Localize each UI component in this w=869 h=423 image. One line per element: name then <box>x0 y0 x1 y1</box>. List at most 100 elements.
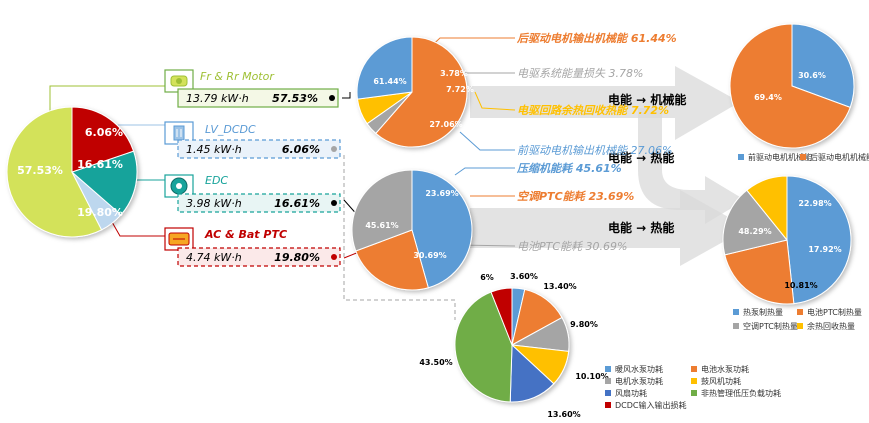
connector-motor-front <box>459 131 515 151</box>
component-dot-0 <box>329 95 335 101</box>
component-title-1: LV_DCDC <box>205 123 256 136</box>
svg-text:空调PTC制热量: 空调PTC制热量 <box>743 321 798 331</box>
heater-icon <box>164 227 194 251</box>
pie-hvac <box>351 169 473 291</box>
pie-label-lv-4: 13.60% <box>547 410 580 419</box>
annotation-hvac-0: 压缩机能耗 45.61% <box>516 162 622 175</box>
pie-label-mechanical-1: 69.4% <box>754 93 782 102</box>
pie-mechanical <box>729 23 855 149</box>
pie-label-heat-3: 10.81% <box>784 281 817 290</box>
pie-label-lv-0: 3.60% <box>510 272 538 281</box>
legend-item-lv-1: 电池水泵功耗 <box>691 364 749 374</box>
component-box-0 <box>177 88 339 108</box>
arrow-labels: 电能 → 机械能 电能 → 热能 电能 → 热能 <box>608 92 686 235</box>
pie-label-motor-3: 27.06% <box>429 120 462 129</box>
svg-text:热泵制热量: 热泵制热量 <box>743 307 783 317</box>
svg-text:余热回收热量: 余热回收热量 <box>807 321 855 331</box>
component-dot-3 <box>331 254 337 260</box>
flow-arrows <box>470 66 748 266</box>
annotation-motor-1: 电驱系统能量损失 3.78% <box>517 67 643 80</box>
pie-motor <box>356 36 468 148</box>
legend-item-heat-1: 电池PTC制热量 <box>797 307 862 317</box>
slice-mechanical-1 <box>729 23 851 149</box>
svg-text:DCDC输入输出损耗: DCDC输入输出损耗 <box>615 400 687 410</box>
pie-label-total-3: 19.80% <box>77 206 123 219</box>
connector-hvac-compressor <box>454 167 515 176</box>
slice-lv-6 <box>490 287 513 346</box>
component-box-3 <box>177 247 341 267</box>
svg-text:电池PTC制热量: 电池PTC制热量 <box>807 307 862 317</box>
pie-lv <box>454 287 570 403</box>
component-energy-3: 4.74 kW·h <box>186 251 242 264</box>
component-percent-1: 6.06% <box>282 143 320 156</box>
pie-labels-mechanical: 30.6% 69.4% <box>754 71 826 102</box>
svg-text:鼓风机功耗: 鼓风机功耗 <box>701 376 741 386</box>
svg-text:电池水泵功耗: 电池水泵功耗 <box>701 364 749 374</box>
slice-hvac-1 <box>355 229 429 291</box>
pie-label-lv-3: 10.10% <box>575 372 608 381</box>
legend-item-lv-6: DCDC输入输出损耗 <box>605 400 687 410</box>
component-box-2 <box>177 193 341 213</box>
pie-label-lv-2: 9.80% <box>570 320 598 329</box>
slice-total-2 <box>71 150 138 216</box>
component-energy-0: 13.79 kW·h <box>186 92 249 105</box>
connector-motor-residual <box>474 91 516 111</box>
pie-total <box>6 106 138 238</box>
pie-label-total-0: 57.53% <box>17 164 63 177</box>
svg-text:非热管理低压负载功耗: 非热管理低压负载功耗 <box>701 388 781 398</box>
annotation-hvac-2: 电池PTC能耗 30.69% <box>517 240 627 253</box>
pie-heat <box>722 175 852 305</box>
pie-label-mechanical-0: 30.6% <box>798 71 826 80</box>
pie-label-heat-2: 17.92% <box>808 245 841 254</box>
legend-item-lv-4: 风扇功耗 <box>605 388 647 398</box>
svg-text:前驱动电机机械能: 前驱动电机机械能 <box>748 152 812 162</box>
arrow-label-heat-1: 电能 → 热能 <box>608 150 674 165</box>
slice-heat-2 <box>722 189 788 256</box>
annotation-motor-0: 后驱动电机输出机械能 61.44% <box>516 32 677 45</box>
component-dot-2 <box>331 200 337 206</box>
flow-arrow-mechanical <box>470 66 740 140</box>
slice-heat-1 <box>724 239 795 305</box>
pie-label-hvac-0: 45.61% <box>365 221 398 230</box>
pie-label-motor-0: 61.44% <box>373 77 406 86</box>
slice-hvac-2 <box>351 169 413 252</box>
component-energy-1: 1.45 kW·h <box>186 143 242 156</box>
pie-label-motor-2: 7.72% <box>446 85 474 94</box>
slice-total-3 <box>71 106 135 173</box>
slice-hvac-0 <box>411 169 473 289</box>
flow-arrow-residual-heat <box>638 108 745 224</box>
legend-item-heat-3: 余热回收热量 <box>797 321 855 331</box>
slice-motor-3 <box>356 36 413 100</box>
slice-heat-3 <box>746 175 788 242</box>
connector-motor-pie <box>342 92 351 99</box>
component-3: AC & Bat PTC 4.74 kW·h 19.80% <box>164 227 341 267</box>
compressor-icon <box>164 174 194 198</box>
pies: 57.53% 6.06% 16.61% 19.80% 61.44% 3.78% 7.72% 2… <box>6 23 855 419</box>
connector-dcdc-lv <box>343 155 456 320</box>
flow-arrow-heat <box>470 190 748 266</box>
pie-annotations: 后驱动电机输出机械能 61.44% 电驱系统能量损失 3.78% 电驱回路余热回收热… <box>516 32 677 253</box>
slice-lv-5 <box>454 291 513 403</box>
annotation-hvac-1: 空调PTC能耗 23.69% <box>517 190 634 203</box>
pie-labels-lv: 3.60% 13.40% 9.80% 10.10% 13.60% 43.50% 6% <box>419 272 608 419</box>
pie-labels-motor: 61.44% 3.78% 7.72% 27.06% <box>373 69 474 129</box>
pie-label-motor-1: 3.78% <box>440 69 468 78</box>
svg-text:暖风水泵功耗: 暖风水泵功耗 <box>615 364 663 374</box>
component-boxes: Fr & Rr Motor 13.79 kW·h 57.53% LV_DCDC 1.45… <box>164 69 341 267</box>
component-title-3: AC & Bat PTC <box>204 228 287 241</box>
svg-text:风扇功耗: 风扇功耗 <box>615 388 647 398</box>
pie-label-heat-1: 22.98% <box>798 199 831 208</box>
pie-label-lv-1: 13.40% <box>543 282 576 291</box>
component-0: Fr & Rr Motor 13.79 kW·h 57.53% <box>164 69 339 108</box>
arrow-label-mechanical: 电能 → 机械能 <box>608 92 686 107</box>
annotation-motor-3: 前驱动电机输出机械能 27.06% <box>517 144 672 157</box>
component-1: LV_DCDC 1.45 kW·h 6.06% <box>164 121 341 159</box>
pie-labels-total: 57.53% 6.06% 16.61% 19.80% <box>17 126 123 219</box>
pie-label-total-1: 6.06% <box>85 126 123 139</box>
svg-text:后驱动电机机械能: 后驱动电机机械能 <box>810 152 869 162</box>
pie-labels-heat: 48.29% 22.98% 17.92% 10.81% <box>738 199 841 290</box>
legend-item-lv-2: 电机水泵功耗 <box>605 376 663 386</box>
svg-text:电机水泵功耗: 电机水泵功耗 <box>615 376 663 386</box>
legend-item-lv-0: 暖风水泵功耗 <box>605 364 663 374</box>
